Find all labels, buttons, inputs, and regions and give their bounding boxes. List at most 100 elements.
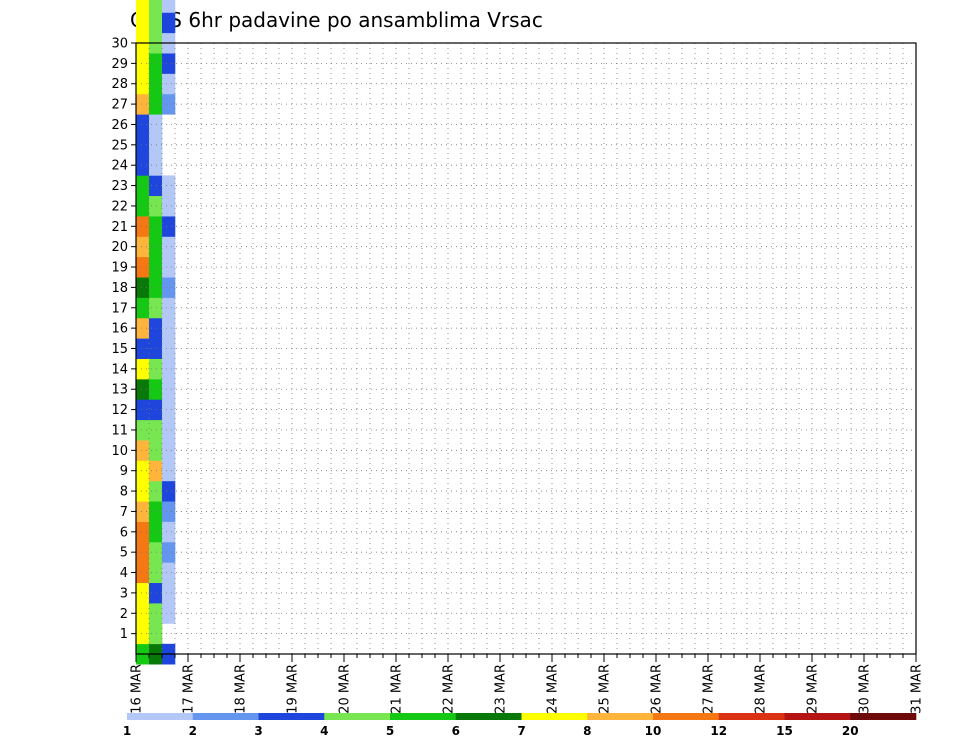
- heatmap-cell: [136, 0, 150, 13]
- x-tick-label: 30 MAR: [858, 664, 873, 714]
- heatmap-cell: [149, 399, 163, 421]
- colorbar-label: 8: [583, 724, 591, 738]
- heatmap-cell: [136, 93, 150, 115]
- heatmap-cell: [149, 521, 163, 543]
- y-tick-label: 28: [111, 77, 128, 92]
- colorbar-label: 15: [776, 724, 793, 738]
- y-tick-label: 15: [111, 342, 128, 357]
- heatmap-cell: [162, 236, 176, 258]
- colorbar: 1 2 3 4 5 6 7 8 10 12 15 20: [123, 713, 917, 738]
- y-tick-label: 9: [120, 464, 128, 479]
- x-tick-label: 26 MAR: [650, 664, 665, 714]
- heatmap-cell: [136, 440, 150, 461]
- colorbar-swatch: [521, 713, 588, 720]
- heatmap-cell: [136, 358, 150, 380]
- heatmap-cell: [136, 73, 150, 95]
- heatmap-cell: [162, 338, 176, 359]
- colorbar-label: 2: [189, 724, 197, 738]
- y-tick-label: 18: [111, 281, 128, 296]
- heatmap-cell: [136, 460, 150, 482]
- heatmap-cell: [149, 12, 163, 34]
- heatmap-cell: [136, 114, 150, 135]
- heatmap-cell: [162, 195, 176, 217]
- heatmap-cell: [149, 53, 163, 74]
- y-tick-label: 7: [120, 505, 128, 520]
- heatmap-cell: [149, 623, 163, 645]
- heatmap-cell: [136, 134, 150, 156]
- colorbar-swatch: [258, 713, 325, 720]
- x-tick-label: 25 MAR: [598, 664, 613, 714]
- colorbar-swatch: [587, 713, 654, 720]
- colorbar-label: 12: [710, 724, 727, 738]
- x-tick-label: 27 MAR: [702, 664, 717, 714]
- heatmap-cell: [162, 53, 176, 74]
- x-tick-label: 31 MAR: [910, 664, 925, 714]
- heatmap-cell: [149, 277, 163, 298]
- x-tick-label: 23 MAR: [494, 664, 509, 714]
- heatmap-cell: [136, 541, 150, 563]
- heatmap-cell: [162, 317, 176, 339]
- heatmap-cell: [149, 216, 163, 237]
- x-tick-label: 19 MAR: [286, 664, 301, 714]
- colorbar-label: 1: [123, 724, 131, 738]
- heatmap-cell: [162, 501, 176, 522]
- y-tick-label: 20: [111, 240, 128, 255]
- heatmap-cell: [136, 501, 150, 522]
- heatmap-cell: [149, 358, 163, 380]
- colorbar-label: 3: [254, 724, 262, 738]
- heatmap-cell: [162, 379, 176, 400]
- y-tick-label: 26: [111, 118, 128, 133]
- y-tick-label: 3: [120, 586, 128, 601]
- x-tick-label: 29 MAR: [806, 664, 821, 714]
- x-tick-label: 28 MAR: [754, 664, 769, 714]
- heatmap-cell: [162, 93, 176, 115]
- colorbar-label: 5: [386, 724, 394, 738]
- colorbar-swatch: [127, 713, 194, 720]
- heatmap-cell: [149, 501, 163, 522]
- heatmap-cell: [136, 297, 150, 319]
- colorbar-label: 20: [842, 724, 859, 738]
- heatmap-cell: [149, 338, 163, 359]
- x-tick-label: 16 MAR: [130, 664, 145, 714]
- colorbar-swatch: [455, 713, 522, 720]
- y-tick-label: 21: [111, 220, 128, 235]
- heatmap-cell: [136, 53, 150, 74]
- heatmap-cell: [136, 216, 150, 237]
- heatmap-cell: [162, 297, 176, 319]
- colorbar-swatch: [324, 713, 391, 720]
- heatmap-cell: [162, 521, 176, 543]
- y-tick-label: 22: [111, 199, 128, 214]
- heatmap-cell: [136, 603, 150, 624]
- y-tick-label: 19: [111, 261, 128, 276]
- heatmap-cell: [136, 236, 150, 258]
- heatmap-cell: [149, 317, 163, 339]
- heatmap-cell: [162, 73, 176, 95]
- y-tick-label: 30: [111, 37, 128, 52]
- heatmap-cell: [136, 562, 150, 584]
- x-axis: 16 MAR 17 MAR 18 MAR 19 MAR 20 MAR 21 MAR 22 M…: [130, 654, 925, 714]
- heatmap-cell: [149, 460, 163, 482]
- x-tick-label: 21 MAR: [390, 664, 405, 714]
- heatmap-cell: [162, 358, 176, 380]
- y-tick-label: 11: [111, 423, 128, 438]
- heatmap-cell: [136, 480, 150, 502]
- heatmap-cell: [162, 419, 176, 441]
- heatmap-cell: [162, 256, 176, 278]
- heatmap-cell: [162, 603, 176, 624]
- heatmap-cell: [149, 297, 163, 319]
- heatmap-cells: [136, 0, 176, 665]
- heatmap-cell: [136, 379, 150, 400]
- y-tick-label: 25: [111, 138, 128, 153]
- heatmap-cell: [136, 195, 150, 217]
- y-tick-label: 6: [120, 525, 128, 540]
- heatmap-cell: [136, 623, 150, 645]
- heatmap-cell: [149, 541, 163, 563]
- heatmap-cell: [162, 216, 176, 237]
- heatmap-cell: [149, 256, 163, 278]
- heatmap-cell: [136, 175, 150, 197]
- heatmap-cell: [136, 582, 150, 604]
- heatmap-cell: [149, 134, 163, 156]
- colorbar-label: 4: [320, 724, 328, 738]
- y-tick-label: 29: [111, 57, 128, 72]
